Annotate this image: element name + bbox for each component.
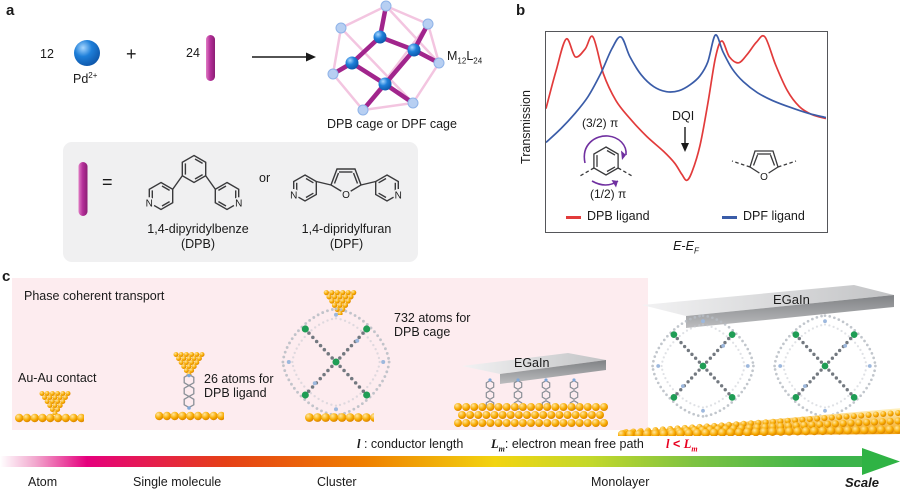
egain-small-label: EGaIn: [514, 356, 550, 370]
equals-sign: =: [102, 172, 113, 192]
conductor-length-def: l : conductor length: [357, 437, 464, 451]
dpb-cage-cluster-icon: [651, 314, 755, 418]
dpb-name: 1,4-dipyridylbenze: [147, 222, 249, 236]
dpb-molecule-icon: [183, 374, 195, 410]
furan-o: O: [760, 172, 768, 183]
dpf-o: O: [342, 190, 350, 201]
egain-big-label: EGaIn: [773, 292, 810, 307]
dqi-arrow-icon: [681, 127, 689, 152]
dpf-legend-swatch: [722, 216, 737, 219]
gold-tip-icon: [323, 290, 357, 315]
gold-substrate-wedge-icon: [618, 408, 900, 436]
dpf-abbr: (DPF): [329, 237, 364, 251]
dpf-n-left: N: [290, 190, 297, 201]
metal-count: 12: [40, 47, 54, 61]
dpf-legend-label: DPF ligand: [743, 209, 805, 223]
l-less-than-lm: l < Lm: [666, 437, 698, 454]
dqi-annotation: DQI: [672, 109, 695, 123]
dpb-n-left: N: [146, 199, 153, 210]
cage-caption: DPB cage or DPF cage: [327, 117, 457, 131]
gold-substrate-icon: [454, 403, 608, 427]
or-text: or: [259, 171, 271, 185]
dpb-legend-label: DPB ligand: [587, 209, 650, 223]
scale-label: Scale: [845, 475, 879, 490]
panel-a-label: a: [6, 2, 15, 19]
gold-substrate-icon: [15, 413, 84, 423]
reaction-arrow-icon: [252, 52, 316, 62]
scale-label-cluster: Cluster: [317, 475, 357, 489]
au-contact-label: Au-Au contact: [18, 371, 97, 385]
phase-coherent-title: Phase coherent transport: [24, 289, 165, 303]
dpb-n-right: N: [235, 199, 242, 210]
egain-slab-big-icon: [642, 285, 894, 328]
panel-c-label: c: [2, 268, 11, 285]
pd-label: Pd2+: [73, 71, 98, 87]
cage-formula: M12L24: [447, 49, 483, 66]
pi-top-annotation: (3/2) π: [582, 116, 619, 130]
benzene-inset: [579, 135, 633, 188]
dpf-name: 1,4-dipridylfuran: [301, 222, 392, 236]
pd-sphere-icon: [74, 40, 100, 66]
plus-sign: +: [126, 44, 137, 64]
ligand-rod-icon: [206, 35, 215, 81]
ligand-count: 24: [186, 46, 200, 60]
x-axis-label: E-EF: [673, 239, 699, 256]
dpf-structure: O N N: [288, 168, 404, 202]
dpb-abbr: (DPB): [180, 237, 216, 251]
panel-b-label: b: [516, 2, 526, 19]
ligand-rod-small-icon: [78, 162, 88, 216]
furan-inset: O: [731, 150, 797, 183]
gold-substrate-icon: [155, 411, 224, 421]
dpb-cage-cluster-icon: [281, 307, 391, 417]
cage-atoms-label: 732 atoms for DPB cage: [394, 311, 471, 339]
transmission-curves: [546, 34, 826, 182]
gold-substrate-icon: [305, 413, 374, 422]
egain-slab-icon: [462, 353, 606, 384]
scale-label-single-molecule: Single molecule: [133, 475, 222, 489]
y-axis-label: Transmission: [519, 90, 533, 164]
gold-tip-icon: [39, 391, 71, 415]
dpf-n-right: N: [395, 190, 402, 201]
scale-label-atom: Atom: [28, 475, 58, 489]
mean-free-path-def: Lm: electron mean free path: [491, 437, 644, 454]
cage-polyhedron-icon: [327, 0, 445, 116]
transmission-plot: DQI (3/2) π (1/2) π: [545, 31, 828, 233]
scale-label-monolayer: Monolayer: [591, 475, 650, 489]
scale-gradient-bar: [0, 456, 868, 467]
molecule-atoms-label: 26 atoms for DPB ligand: [204, 372, 274, 400]
scale-arrowhead-icon: [862, 448, 900, 475]
dpb-legend-swatch: [566, 216, 581, 219]
dpb-structure: N N: [143, 154, 245, 211]
pi-bottom-annotation: (1/2) π: [590, 187, 627, 201]
